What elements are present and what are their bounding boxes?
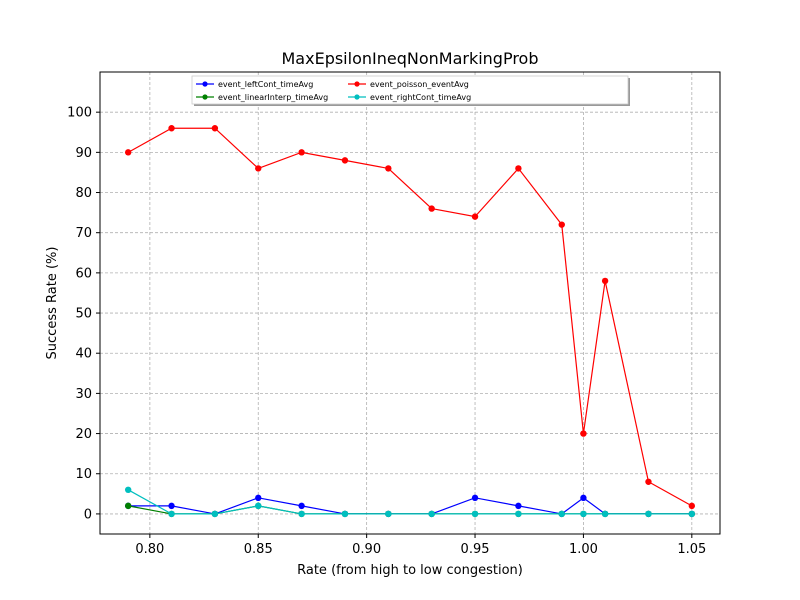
x-tick-label: 0.85 <box>244 542 273 557</box>
legend-entry: event_rightCont_timeAvg <box>348 93 471 102</box>
chart-title: MaxEpsilonIneqNonMarkingProb <box>282 49 539 68</box>
y-tick-label: 90 <box>75 146 92 161</box>
legend-label: event_poisson_eventAvg <box>370 80 469 89</box>
x-tick-label: 1.00 <box>569 542 598 557</box>
y-tick-label: 10 <box>75 467 92 482</box>
data-point <box>580 430 587 437</box>
y-tick-label: 70 <box>75 226 92 241</box>
data-point <box>558 221 565 228</box>
x-tick-label: 0.95 <box>461 542 490 557</box>
data-point <box>428 205 435 212</box>
data-point <box>168 502 175 510</box>
data-point <box>428 510 435 518</box>
grid-layer <box>100 72 720 534</box>
legend-entry: event_poisson_eventAvg <box>348 80 469 89</box>
data-point <box>515 502 522 510</box>
data-point <box>124 486 132 494</box>
data-point <box>255 494 262 502</box>
y-tick-label: 100 <box>67 106 92 121</box>
x-tick-label: 0.90 <box>352 542 381 557</box>
y-tick-label: 20 <box>75 427 92 442</box>
data-point <box>471 494 479 502</box>
data-point <box>645 478 652 485</box>
series-event_poisson_eventAvg <box>124 125 696 510</box>
data-point <box>255 502 262 510</box>
x-axis-label: Rate (from high to low congestion) <box>297 563 523 578</box>
data-point <box>580 494 587 502</box>
data-point <box>688 502 696 510</box>
data-point <box>471 213 479 220</box>
data-point <box>298 510 305 518</box>
data-point <box>688 510 696 518</box>
legend-label: event_linearInterp_timeAvg <box>218 93 328 102</box>
data-point <box>211 125 219 132</box>
legend-marker-swatch <box>354 94 360 100</box>
data-point <box>298 502 305 510</box>
data-point <box>124 502 132 510</box>
series-event_rightCont_timeAvg <box>124 486 696 518</box>
legend-entry: event_linearInterp_timeAvg <box>196 93 328 102</box>
legend-box <box>191 75 629 105</box>
legend-entry: event_leftCont_timeAvg <box>196 80 313 89</box>
legend: event_leftCont_timeAvg event_linearInterp… <box>191 75 630 106</box>
data-point <box>298 149 305 156</box>
data-point <box>645 510 652 518</box>
data-point <box>124 149 132 156</box>
data-point <box>255 165 262 172</box>
series-layer <box>124 125 696 518</box>
data-point <box>601 510 609 518</box>
data-point <box>471 510 479 518</box>
data-point <box>385 510 392 518</box>
y-tick-label: 80 <box>75 186 92 201</box>
data-point <box>385 165 392 172</box>
data-point <box>515 165 522 172</box>
y-tick-label: 60 <box>75 266 92 281</box>
data-point <box>558 510 565 518</box>
y-tick-label: 50 <box>75 307 92 322</box>
data-point <box>580 510 587 518</box>
data-point <box>211 510 219 518</box>
data-point <box>168 510 175 518</box>
data-point <box>341 510 349 518</box>
x-tick-layer: 0.80 0.85 0.90 0.95 1.00 1.05 <box>135 534 706 557</box>
data-point <box>168 125 175 132</box>
x-tick-label: 1.05 <box>677 542 706 557</box>
data-point <box>601 277 609 285</box>
y-tick-label: 30 <box>75 387 92 402</box>
y-tick-label: 40 <box>75 347 92 362</box>
x-tick-label: 0.80 <box>135 542 164 557</box>
legend-marker-swatch <box>202 94 208 100</box>
data-point <box>341 157 349 164</box>
data-point <box>515 510 522 518</box>
y-tick-label: 0 <box>84 507 92 522</box>
y-axis-label: Success Rate (%) <box>45 247 60 360</box>
legend-marker-swatch <box>354 81 360 87</box>
plot-frame <box>99 71 721 535</box>
y-tick-layer: 0 10 20 30 40 50 60 70 80 90 100 <box>67 106 100 522</box>
legend-label: event_rightCont_timeAvg <box>370 93 471 102</box>
legend-label: event_leftCont_timeAvg <box>218 80 313 89</box>
legend-marker-swatch <box>202 81 208 87</box>
